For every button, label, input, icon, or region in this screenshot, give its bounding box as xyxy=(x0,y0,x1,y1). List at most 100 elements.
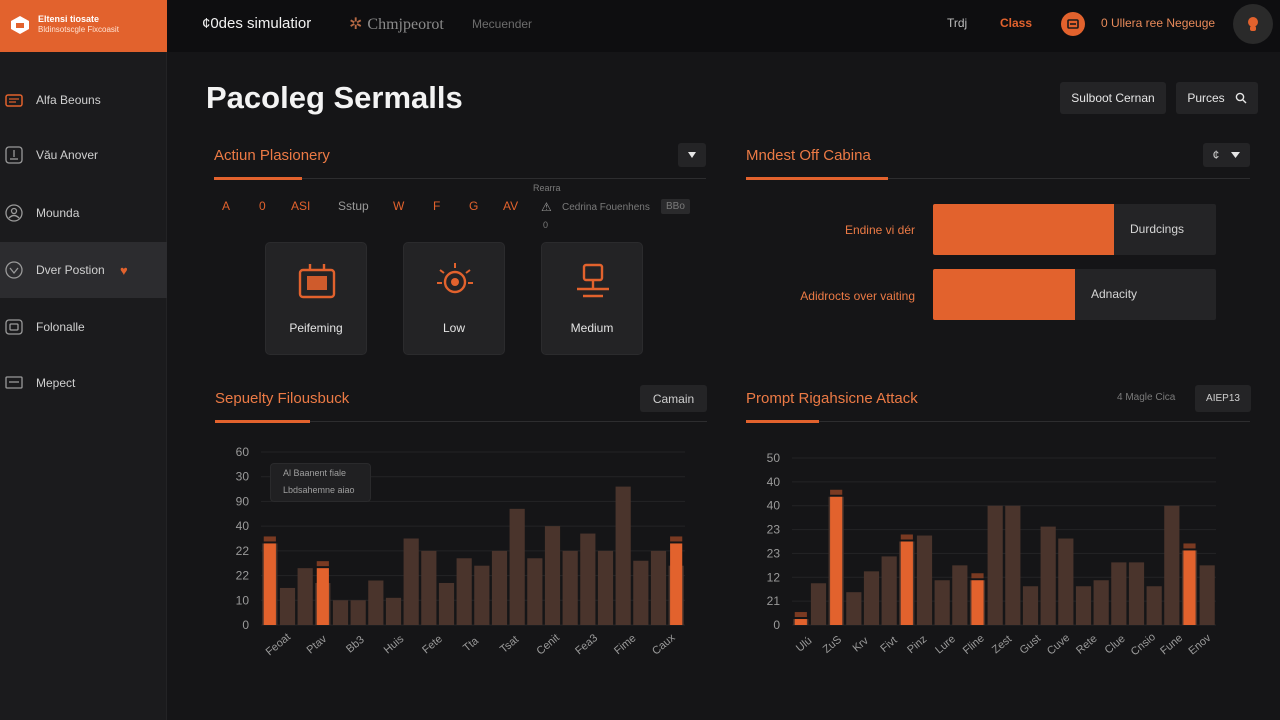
chart-bar[interactable] xyxy=(527,558,543,625)
tab-g[interactable]: G xyxy=(469,199,479,213)
y-tick-label: 50 xyxy=(767,451,781,465)
chart-bar[interactable] xyxy=(403,538,419,626)
x-tick-label: Fune xyxy=(1158,632,1185,657)
chart-bar-highlight[interactable] xyxy=(900,541,913,626)
primary-action-button[interactable]: Sulboot Cernan xyxy=(1060,82,1166,114)
sidebar-item-dver-postion[interactable]: Dver Postion ♥ xyxy=(0,242,167,298)
x-tick-label: Huis xyxy=(382,633,407,657)
chart-bar[interactable] xyxy=(1199,565,1215,625)
alert-target-icon xyxy=(437,263,473,294)
chart-bar[interactable] xyxy=(1111,562,1127,625)
chart-bar-highlight[interactable] xyxy=(670,543,683,625)
section2-underline xyxy=(746,177,1250,180)
nav-brand[interactable]: ✲ Chmjpeorot xyxy=(349,14,444,34)
chart-bar[interactable] xyxy=(580,533,596,625)
tag-badge[interactable]: BBo xyxy=(661,199,690,214)
chart-bar[interactable] xyxy=(810,583,827,625)
chart-bar[interactable] xyxy=(385,597,402,625)
sidebar-item-folonalle[interactable]: Folonalle xyxy=(0,299,167,355)
tab-av[interactable]: AV xyxy=(503,199,519,213)
notification-button[interactable] xyxy=(1061,12,1085,36)
chart-bar[interactable] xyxy=(916,535,933,625)
chart-bar[interactable] xyxy=(297,568,313,625)
section3-button[interactable]: Camain xyxy=(640,385,707,412)
laptop-icon xyxy=(5,376,23,389)
tab-a[interactable]: A xyxy=(222,199,231,213)
chart-bar[interactable] xyxy=(1146,586,1162,625)
chart-bar[interactable] xyxy=(633,560,649,625)
y-tick-label: 23 xyxy=(767,546,781,560)
sidebar-item-vau[interactable]: Vău Anover xyxy=(0,127,167,183)
chart-bar[interactable] xyxy=(1022,586,1039,625)
x-tick-label: Bb3 xyxy=(344,634,367,656)
brand-block[interactable]: Eltensi tiosate Bldinsotscgle Fixcoasit xyxy=(0,0,167,52)
hbar-inner-label: Adnacity xyxy=(1091,287,1138,301)
chart-bar[interactable] xyxy=(1164,505,1180,625)
tab-f[interactable]: F xyxy=(433,199,441,213)
bar-value-marker xyxy=(316,561,329,567)
x-tick-label: Fete xyxy=(420,633,445,656)
chart-bar[interactable] xyxy=(952,565,968,625)
chart-bar-highlight[interactable] xyxy=(316,568,329,625)
chart-bar[interactable] xyxy=(509,508,525,625)
chart-bar-highlight[interactable] xyxy=(263,543,276,625)
chart-bar[interactable] xyxy=(1075,586,1092,625)
chart-bar[interactable] xyxy=(491,550,508,625)
chart-bar[interactable] xyxy=(350,600,366,625)
chart-bar[interactable] xyxy=(279,587,296,625)
top-link-1[interactable]: Trdj xyxy=(947,16,968,30)
sidebar-item-mepect[interactable]: Mepect xyxy=(0,355,167,411)
chart-bar-highlight[interactable] xyxy=(971,580,984,625)
search-button[interactable]: Purces xyxy=(1176,82,1258,114)
chart-bar[interactable] xyxy=(934,580,950,625)
filter-icon[interactable]: ⚠ xyxy=(541,200,552,214)
chart-bar[interactable] xyxy=(846,592,862,625)
chart-bar[interactable] xyxy=(615,486,631,625)
chart-bar-highlight[interactable] xyxy=(1183,550,1196,625)
chart-bar[interactable] xyxy=(1005,505,1021,625)
chart-bar[interactable] xyxy=(421,550,437,625)
chart-bar[interactable] xyxy=(562,550,578,625)
section4-meta: 4 Magle Cica xyxy=(1117,392,1176,403)
chart-bar[interactable] xyxy=(987,505,1003,625)
hbar-track: Adnacity xyxy=(933,269,1216,320)
y-tick-label: 40 xyxy=(767,475,781,489)
user-name[interactable]: 0 Ullera ree Negeuge xyxy=(1101,16,1216,30)
nav-sub-link[interactable]: Mecuender xyxy=(472,17,533,31)
tab-w[interactable]: W xyxy=(393,199,405,213)
section4-button[interactable]: AIEP13 xyxy=(1195,385,1251,412)
sidebar-item-mounda[interactable]: Mounda xyxy=(0,185,167,241)
chart-bar[interactable] xyxy=(456,558,472,625)
card-medium[interactable]: Medium xyxy=(541,242,643,355)
chart-bar-highlight[interactable] xyxy=(794,619,807,625)
tab-sstup[interactable]: Sstup xyxy=(338,199,369,213)
tab-asi[interactable]: ASI xyxy=(291,199,311,213)
chart-bar[interactable] xyxy=(368,580,384,625)
chart-bar[interactable] xyxy=(438,582,455,625)
section2-select[interactable]: ¢ xyxy=(1203,143,1250,167)
chart-bar[interactable] xyxy=(544,526,561,625)
bar-value-marker xyxy=(971,573,984,579)
chart-bar-highlight[interactable] xyxy=(830,496,843,625)
sidebar-item-alfa[interactable]: Alfa Beouns xyxy=(0,72,167,128)
chart-bar[interactable] xyxy=(597,550,614,625)
tag-item[interactable]: Cedrina Fouenhens xyxy=(562,202,650,213)
chart-bar[interactable] xyxy=(1093,580,1109,625)
avatar[interactable] xyxy=(1233,4,1273,44)
chart-bar[interactable] xyxy=(881,556,897,625)
chart-bar[interactable] xyxy=(1128,562,1145,625)
hbar-inner-label: Durdcings xyxy=(1130,222,1185,236)
chart-bar[interactable] xyxy=(332,600,349,625)
monitor-icon xyxy=(577,263,609,298)
legend-label-2: Lbdsahemne aiao xyxy=(283,485,355,495)
chart-bar[interactable] xyxy=(650,550,667,625)
tab-0[interactable]: 0 xyxy=(259,199,266,213)
section1-dropdown[interactable] xyxy=(678,143,706,167)
card-peifeming[interactable]: Peifeming xyxy=(265,242,367,355)
chart-bar[interactable] xyxy=(1040,526,1056,625)
chart-bar[interactable] xyxy=(1058,538,1074,625)
top-link-class[interactable]: Class xyxy=(1000,16,1033,30)
chart-bar[interactable] xyxy=(863,571,880,625)
card-low[interactable]: Low xyxy=(403,242,505,355)
chart-bar[interactable] xyxy=(474,565,490,625)
